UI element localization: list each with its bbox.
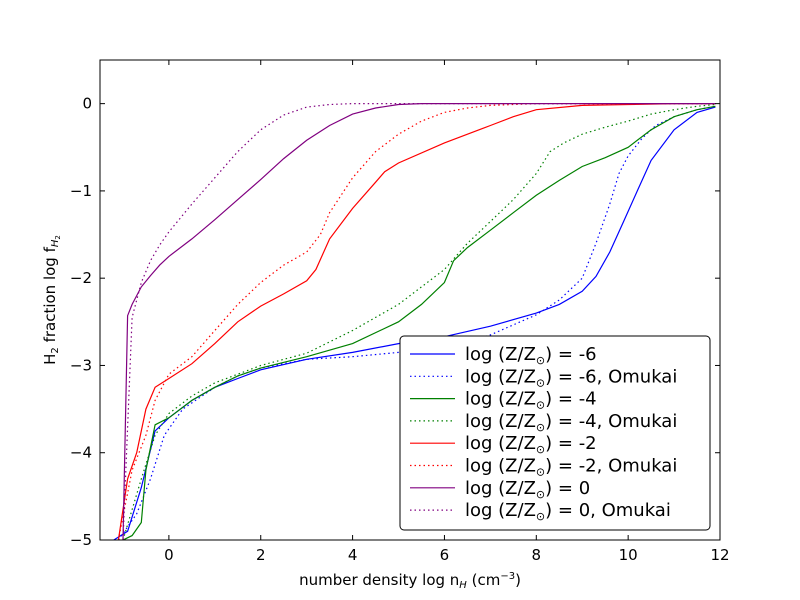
legend-label-1: log (Z/Z⊙) = -6: [465, 344, 597, 367]
y-tick-label: −2: [70, 269, 92, 287]
y-tick-label: −1: [70, 182, 92, 200]
x-axis-label: number density log nH (cm−3): [299, 571, 521, 591]
tick-layer: 0 2 4 6 8 10 12 0 −1 −2 −3 −4 −5: [70, 60, 730, 564]
y-axis-label-fsub2: 2: [54, 235, 62, 239]
x-axis-label-sub: H: [459, 580, 467, 591]
y-axis-label-fsub: H: [50, 239, 61, 247]
legend-label-2: log (Z/Z⊙) = -6, Omukai: [465, 366, 677, 389]
x-tick-label: 4: [348, 546, 358, 564]
series-line-7: [122, 102, 716, 540]
legend-label-3: log (Z/Z⊙) = -4: [465, 389, 597, 412]
y-axis-label-sub: 2: [50, 347, 61, 353]
y-axis-label-main: H: [41, 354, 59, 365]
series-line-5: [117, 102, 716, 540]
series-layer: [113, 102, 716, 540]
x-axis-label-unit-open: (cm: [467, 571, 500, 589]
x-tick-label: 2: [256, 546, 266, 564]
legend-label-5: log (Z/Z⊙) = -2: [465, 433, 597, 456]
y-tick-label: 0: [82, 95, 92, 113]
y-axis-label-rest: fraction log f: [41, 246, 59, 347]
y-axis-label: H2 fraction log fH2: [41, 235, 62, 365]
x-axis-label-unit-sup: −3: [500, 571, 515, 582]
y-tick-label: −4: [70, 444, 92, 462]
y-tick-label: −3: [70, 356, 92, 374]
x-tick-label: 6: [440, 546, 450, 564]
x-axis-label-main: number density log n: [299, 571, 459, 589]
legend-label-7: log (Z/Z⊙) = 0: [465, 478, 590, 501]
series-line-2: [117, 105, 716, 540]
x-tick-label: 12: [710, 546, 729, 564]
x-tick-label: 0: [164, 546, 174, 564]
series-line-3: [122, 105, 716, 540]
y-tick-label: −5: [70, 531, 92, 549]
x-tick-label: 10: [619, 546, 638, 564]
plot-frame: [99, 59, 721, 541]
x-tick-label: 8: [532, 546, 542, 564]
legend-label-8: log (Z/Z⊙) = 0, Omukai: [465, 500, 671, 523]
legend-label-4: log (Z/Z⊙) = -4, Omukai: [465, 411, 677, 434]
x-axis-label-unit-close: ): [515, 571, 521, 589]
legend-box: [399, 335, 711, 531]
series-line-6: [117, 102, 716, 540]
legend-label-6: log (Z/Z⊙) = -2, Omukai: [465, 456, 677, 479]
